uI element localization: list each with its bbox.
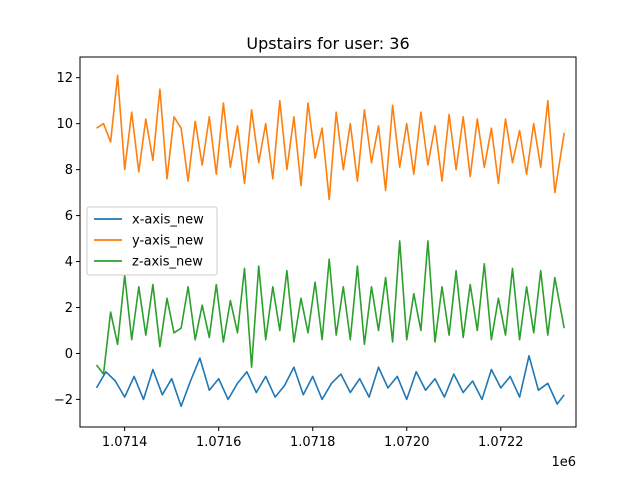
legend-label-x-axis_new: x-axis_new — [132, 213, 204, 228]
series-line-x-axis_new — [95, 354, 565, 408]
y-tick-label: 6 — [65, 209, 73, 224]
y-tick-label: 4 — [65, 255, 73, 270]
y-tick-label: 2 — [65, 301, 73, 316]
legend-label-y-axis_new: y-axis_new — [132, 234, 204, 249]
y-tick-label: 8 — [65, 163, 73, 178]
x-axis: 1.0714 1.0716 1.0718 1.0720 1.0722 — [102, 427, 524, 450]
y-axis: −2 0 2 4 6 8 10 12 — [54, 71, 80, 408]
x-tick-label: 1.0722 — [478, 435, 524, 450]
y-tick-label: 10 — [56, 117, 73, 132]
x-tick-label: 1.0718 — [290, 435, 336, 450]
y-tick-label: −2 — [54, 393, 73, 408]
legend: x-axis_new y-axis_new z-axis_new — [86, 206, 218, 276]
legend-box — [86, 206, 218, 276]
series-line-z-axis_new — [95, 240, 565, 375]
x-tick-label: 1.0720 — [384, 435, 430, 450]
legend-label-z-axis_new: z-axis_new — [132, 255, 203, 270]
x-tick-label: 1.0716 — [196, 435, 242, 450]
plot-lines — [95, 74, 565, 408]
chart-title: Upstairs for user: 36 — [246, 34, 409, 53]
x-offset-label: 1e6 — [551, 455, 576, 470]
x-tick-label: 1.0714 — [102, 435, 148, 450]
y-tick-label: 0 — [65, 347, 73, 362]
series-line-y-axis_new — [96, 74, 565, 201]
y-tick-label: 12 — [56, 71, 73, 86]
plot-frame — [79, 56, 577, 428]
